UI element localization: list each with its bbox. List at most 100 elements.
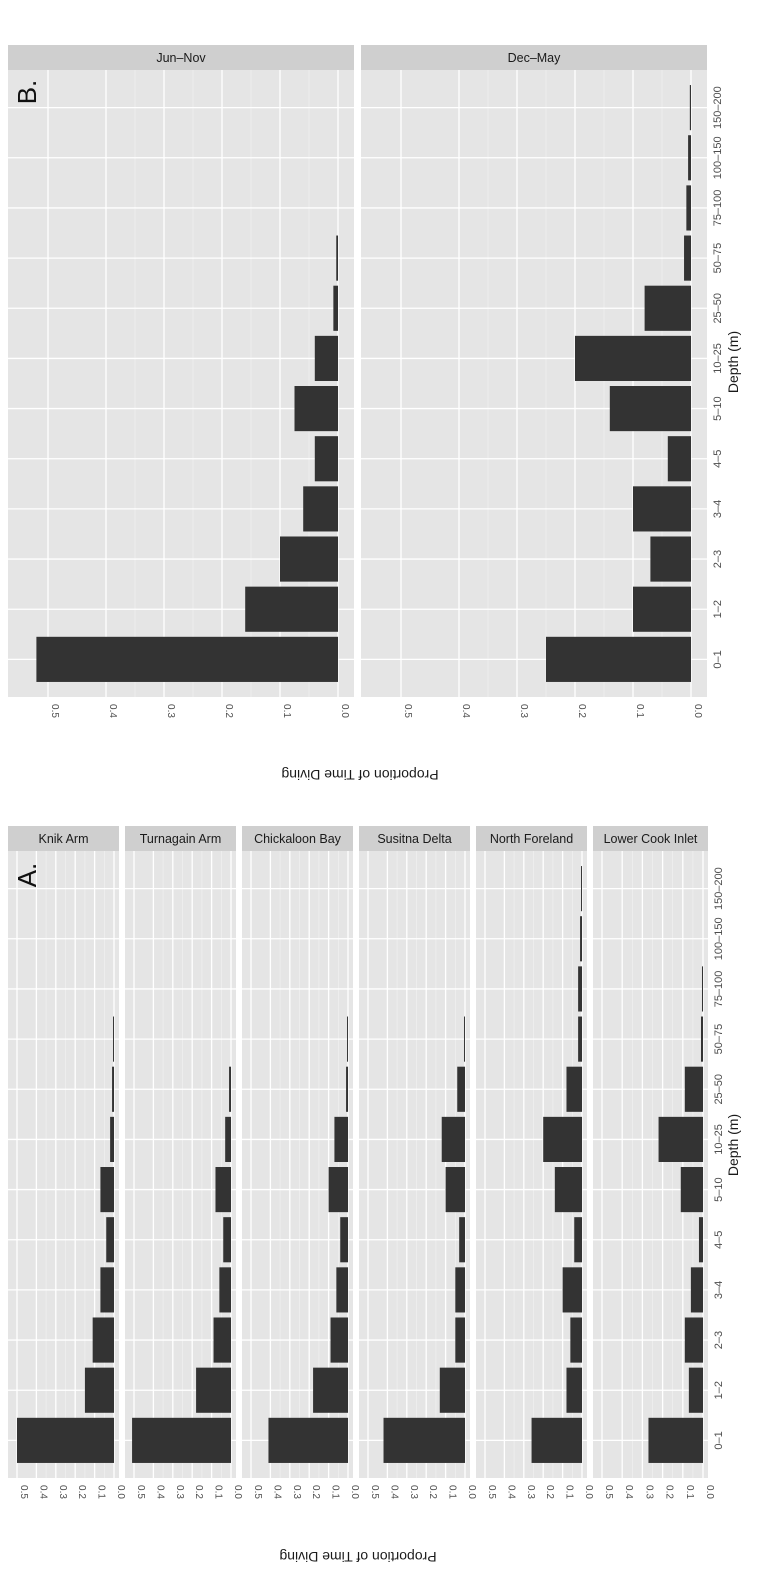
bar-10–25 [543,1116,582,1162]
x-tick-label: 25–50 [713,1074,725,1105]
x-tick-label: 2–3 [713,1331,725,1349]
bar-10–25 [314,335,338,381]
bar-4–5 [459,1217,465,1263]
x-axis-title: Depth (m) [725,1114,741,1176]
y-tick-label: 0.1 [564,1485,575,1499]
y-tick-label: 0.0 [349,1485,360,1499]
bar-0–1 [546,636,691,682]
x-tick-label: 1–2 [712,600,724,618]
bar-25–50 [112,1066,114,1112]
x-tick-label: 1–2 [713,1381,725,1399]
bar-1–2 [566,1367,582,1413]
y-tick-label: 0.1 [684,1485,695,1499]
y-tick-label: 0.2 [310,1485,321,1499]
x-tick-label: 100–150 [712,136,724,179]
panel-label: B. [12,80,42,105]
y-tick-label: 0.5 [402,704,413,718]
bar-4–5 [314,436,338,482]
y-tick-label: 0.2 [223,704,234,718]
bar-10–25 [334,1116,348,1162]
x-axis-title: Depth (m) [725,331,741,393]
facet-strip [242,826,353,851]
bar-0–1 [36,636,339,682]
bar-1–2 [196,1367,231,1413]
bar-100–150 [580,916,582,962]
bar-2–3 [455,1317,465,1363]
x-tick-label: 50–75 [713,1024,725,1055]
bar-50–75 [464,1016,465,1062]
facet-strip [593,826,708,851]
bar-2–3 [684,1317,703,1363]
facet-strip [476,826,587,851]
bar-3–4 [690,1267,703,1313]
bar-4–5 [698,1217,703,1263]
y-tick-label: 0.4 [107,704,118,718]
x-tick-label: 0–1 [713,1431,725,1449]
facet: North Foreland 0.5 0.4 0.3 0.2 0.1 0.0 [476,826,594,1499]
facet: Susitna Delta 0.5 0.4 0.3 0.2 0.1 0.0 [359,826,477,1499]
facet-strip [361,45,707,70]
x-tick-label: 3–4 [712,500,724,518]
y-tick-label: 0.2 [664,1485,675,1499]
facet: Jun–Nov 0.5 0.4 0.3 0.2 0.1 0.0 [8,45,354,718]
facet-label: Dec–May [508,51,562,65]
y-axis-title: Proportion of Time Diving [281,767,438,783]
y-tick-label: 0.1 [281,704,292,718]
y-tick-label: 0.0 [339,704,350,718]
y-tick-label: 0.5 [486,1485,497,1499]
bar-25–50 [566,1066,582,1112]
y-tick-label: 0.3 [165,704,176,718]
bar-3–4 [303,486,338,532]
x-tick-label: 10–25 [712,343,724,374]
y-tick-label: 0.2 [576,704,587,718]
bar-5–10 [554,1167,582,1213]
x-tick-label: 100–150 [713,917,725,960]
bar-1–2 [84,1367,114,1413]
bar-10–25 [225,1116,231,1162]
bar-2–3 [92,1317,114,1363]
facet: Chickaloon Bay 0.5 0.4 0.3 0.2 0.1 0.0 [242,826,360,1499]
bar-0–1 [268,1417,348,1463]
y-tick-label: 0.2 [544,1485,555,1499]
y-tick-label: 0.5 [18,1485,29,1499]
y-tick-label: 0.4 [37,1485,48,1499]
y-tick-label: 0.4 [505,1485,516,1499]
bar-0–1 [132,1417,231,1463]
x-tick-label: 25–50 [712,293,724,324]
y-tick-label: 0.4 [271,1485,282,1499]
facet-strip [8,826,119,851]
bar-4–5 [340,1217,348,1263]
bar-25–50 [346,1066,348,1112]
bar-5–10 [294,386,338,432]
plot-background [593,851,708,1478]
facet: Knik Arm 0.5 0.4 0.3 0.2 0.1 0.0 [8,826,126,1499]
facet-label: North Foreland [490,832,573,846]
x-tick-label: 10–25 [713,1124,725,1155]
x-tick-label: 75–100 [713,971,725,1008]
bar-4–5 [223,1217,231,1263]
facet: Dec–May 0.5 0.4 0.3 0.2 0.1 0.0 [361,45,707,718]
bar-4–5 [574,1217,582,1263]
bar-2–3 [570,1317,582,1363]
bar-25–50 [684,1066,703,1112]
y-tick-label: 0.1 [634,704,645,718]
bar-150–200 [581,866,582,912]
bar-50–75 [700,1016,703,1062]
bar-10–25 [110,1116,114,1162]
x-tick-label: 3–4 [713,1281,725,1299]
facet-strip [125,826,236,851]
bar-2–3 [650,536,691,582]
y-tick-label: 0.1 [447,1485,458,1499]
bar-3–4 [455,1267,465,1313]
bar-25–50 [644,285,691,331]
bar-10–25 [658,1116,703,1162]
bar-2–3 [330,1317,348,1363]
facet-label: Susitna Delta [377,832,451,846]
y-tick-label: 0.3 [643,1485,654,1499]
y-tick-label: 0.2 [427,1485,438,1499]
bar-50–75 [684,235,691,281]
x-tick-label: 4–5 [713,1231,725,1249]
y-tick-label: 0.0 [692,704,703,718]
bar-1–2 [688,1367,703,1413]
